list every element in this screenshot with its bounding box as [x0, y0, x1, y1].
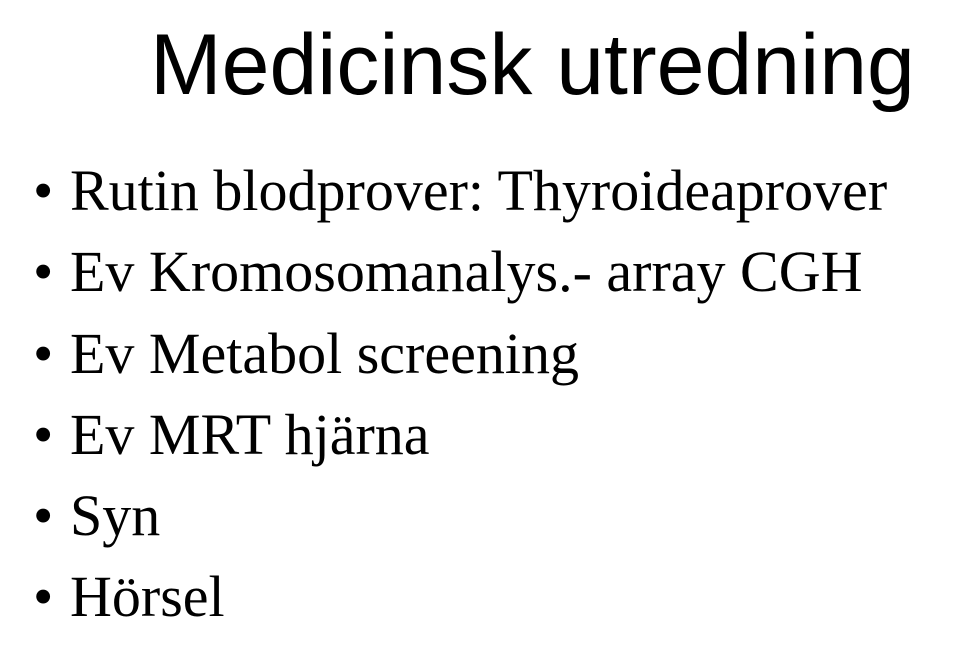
slide-title: Medicinsk utredning [20, 20, 940, 110]
list-item: Ev Kromosomanalys.- array CGH [25, 231, 940, 312]
list-item: Hörsel [25, 556, 940, 637]
list-item: Ev MRT hjärna [25, 394, 940, 475]
bullet-list: Rutin blodprover: Thyroideaprover Ev Kro… [20, 150, 940, 637]
list-item: Rutin blodprover: Thyroideaprover [25, 150, 940, 231]
slide: Medicinsk utredning Rutin blodprover: Th… [0, 0, 960, 645]
list-item: Ev Metabol screening [25, 313, 940, 394]
list-item: Syn [25, 475, 940, 556]
